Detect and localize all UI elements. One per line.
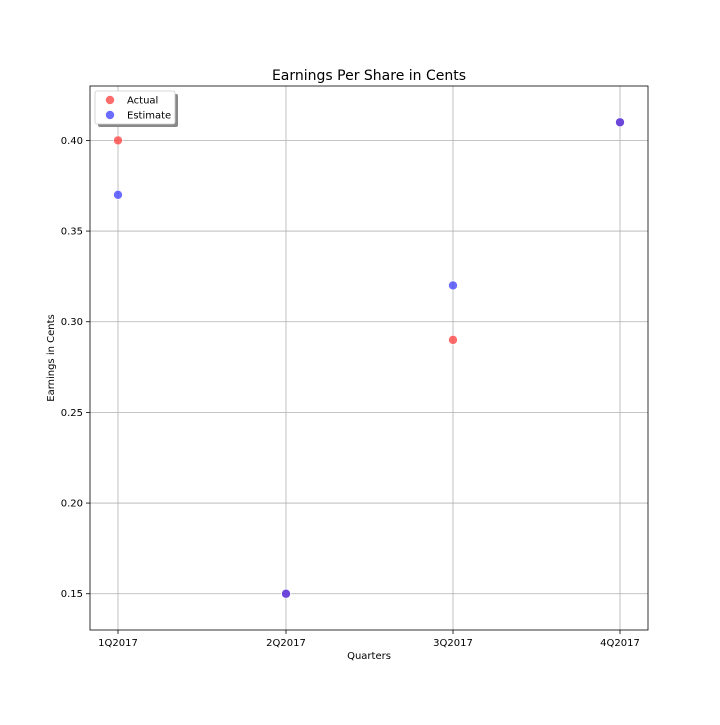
x-tick-label: 3Q2017 [433, 638, 473, 649]
axis-ticks: 1Q2017 2Q2017 3Q2017 4Q2017 0.15 0.20 0.25 0.30… [61, 136, 640, 649]
legend-box [94, 90, 176, 125]
y-tick-label: 0.40 [61, 136, 83, 147]
grid-lines [90, 86, 648, 630]
y-tick-label: 0.35 [61, 227, 83, 238]
data-point-estimate [113, 190, 123, 200]
data-point-actual [448, 335, 458, 345]
y-tick-label: 0.20 [61, 499, 83, 510]
legend-items: Actual Estimate [105, 95, 171, 122]
legend-marker-actual [105, 95, 115, 105]
y-tick-label: 0.15 [61, 589, 83, 600]
data-point-estimate [615, 117, 625, 128]
y-axis-label: Earnings in Cents [46, 314, 57, 401]
legend: Actual Estimate [94, 90, 178, 127]
x-tick-label: 2Q2017 [266, 638, 306, 649]
chart-title: Earnings Per Share in Cents [272, 68, 466, 84]
legend-marker-estimate [105, 110, 115, 120]
x-axis-label: Quarters [347, 651, 391, 662]
data-point-actual [113, 135, 123, 146]
legend-label-estimate: Estimate [127, 111, 171, 122]
x-tick-label: 1Q2017 [98, 638, 138, 649]
y-tick-label: 0.25 [61, 408, 83, 419]
data-point-estimate [448, 280, 458, 291]
data-point-estimate [281, 588, 291, 599]
legend-label-actual: Actual [127, 96, 158, 107]
data-points [113, 117, 625, 599]
y-tick-label: 0.30 [61, 317, 83, 328]
plot-frame [89, 85, 649, 631]
x-tick-label: 4Q2017 [600, 638, 640, 649]
